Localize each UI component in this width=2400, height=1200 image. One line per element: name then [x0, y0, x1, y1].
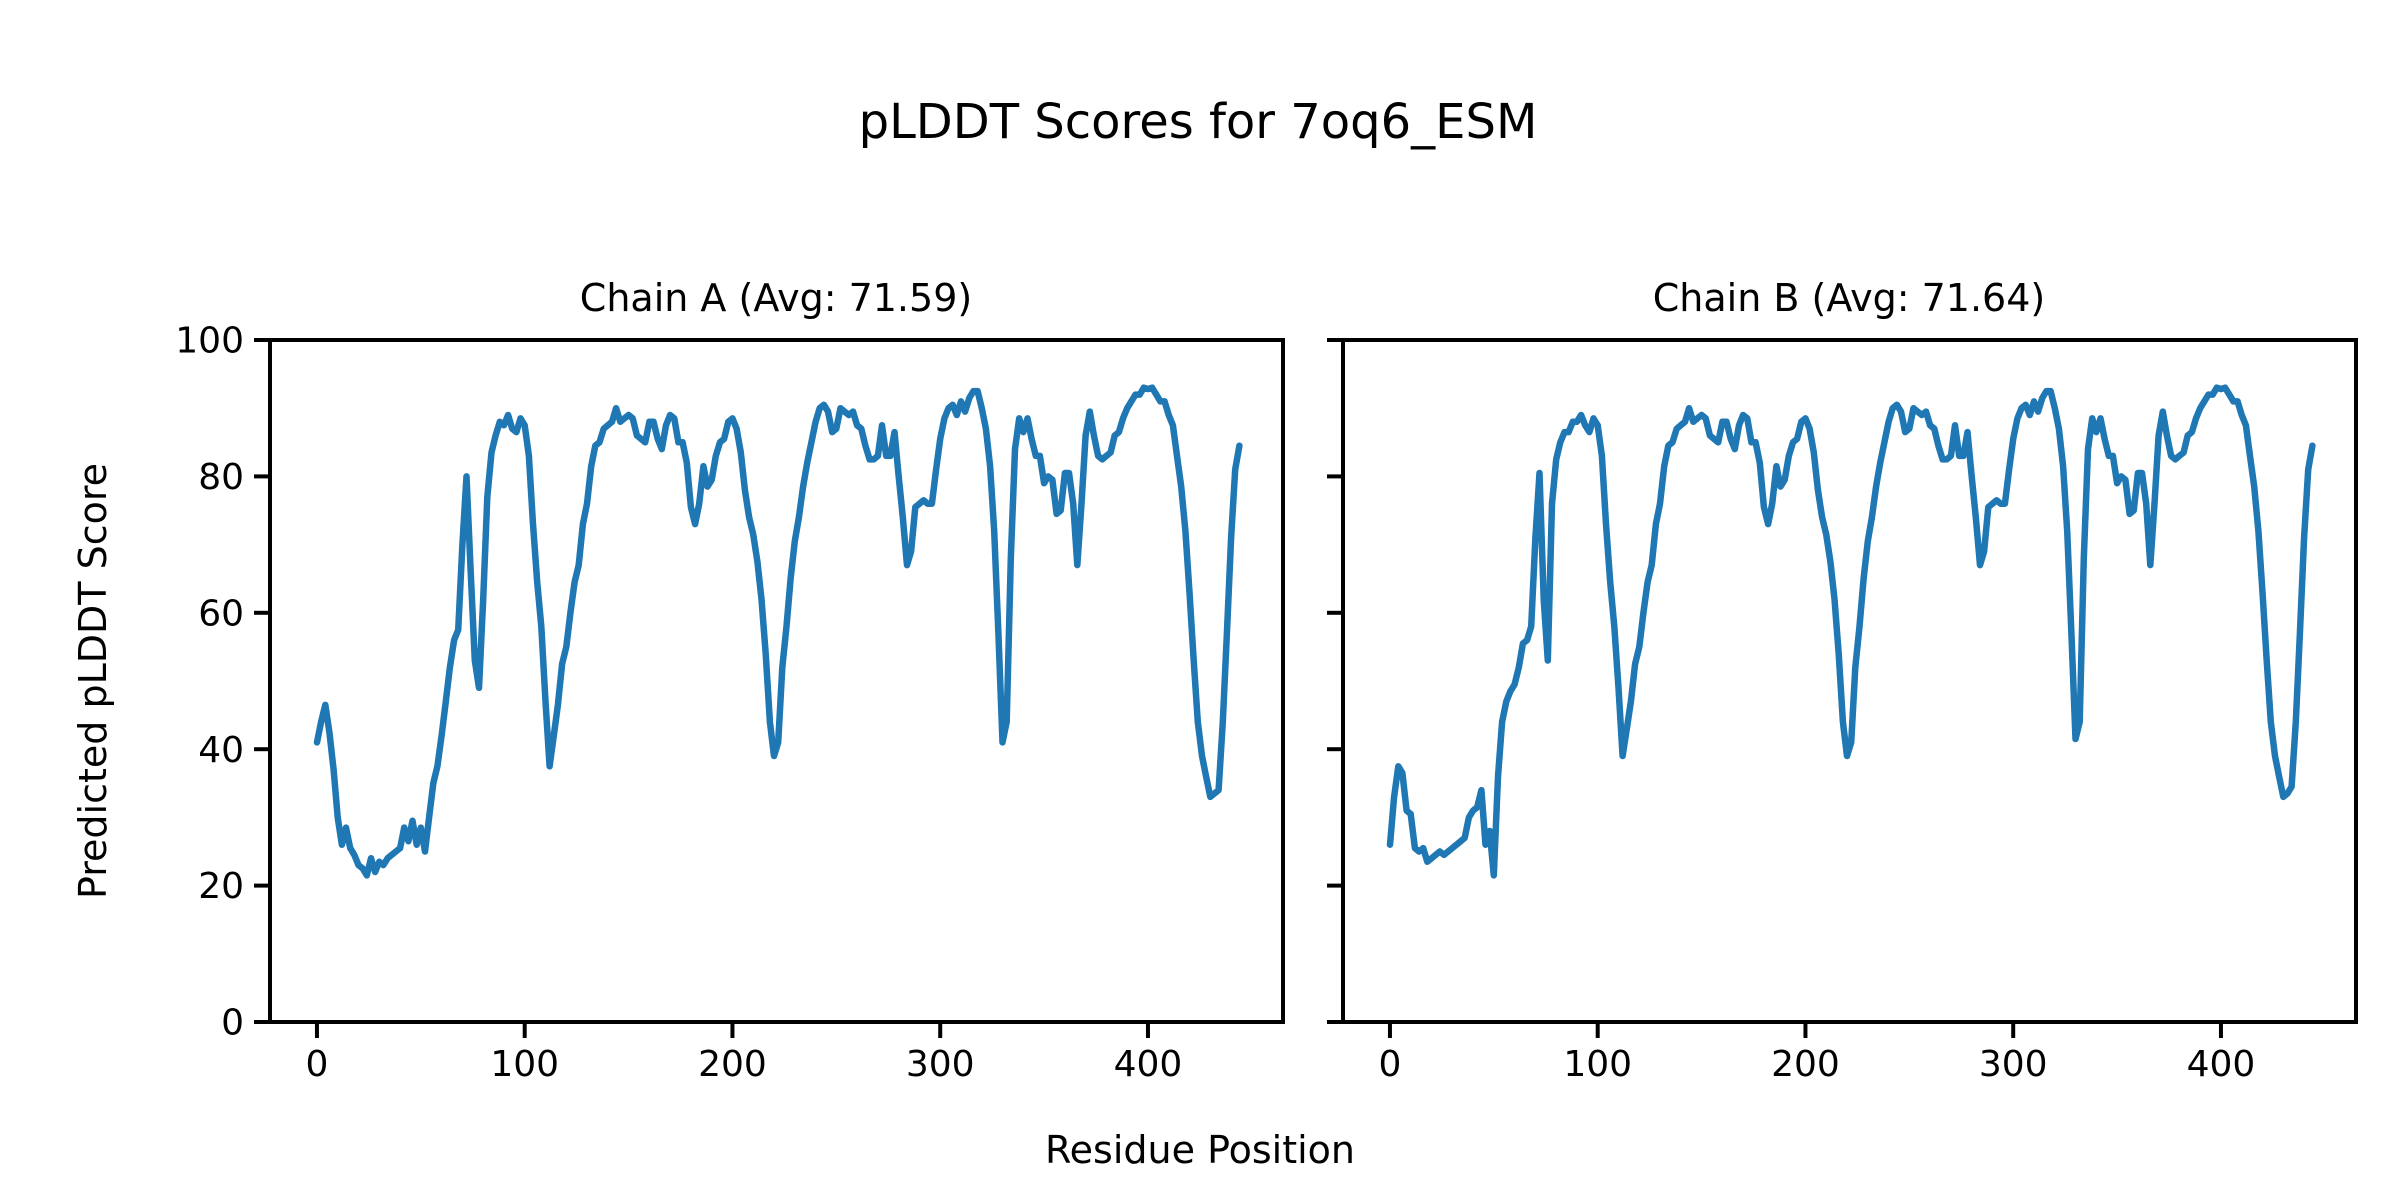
y-tick-label: 20 [198, 866, 244, 907]
x-tick-label: 100 [1563, 1044, 1632, 1085]
y-tick-label: 80 [198, 457, 244, 498]
y-tick-label: 40 [198, 730, 244, 771]
y-axis-label: Predicted pLDDT Score [71, 463, 115, 899]
x-tick-label: 100 [490, 1044, 559, 1085]
x-tick-label: 400 [2187, 1044, 2256, 1085]
plddt-line-chain-b [1386, 384, 2316, 879]
subplot-a-title: Chain A (Avg: 71.59) [580, 276, 972, 320]
y-tick-label: 60 [198, 593, 244, 634]
x-axis-label: Residue Position [1045, 1128, 1355, 1172]
axes-frame [1341, 338, 2358, 1024]
subplot-b-title: Chain B (Avg: 71.64) [1653, 276, 2045, 320]
x-tick-label: 300 [1979, 1044, 2048, 1085]
x-tick-label: 0 [305, 1044, 328, 1085]
x-tick-label: 200 [1771, 1044, 1840, 1085]
x-tick-label: 0 [1378, 1044, 1401, 1085]
y-tick-label: 100 [175, 321, 244, 362]
subplot-chain-b: Chain B (Avg: 71.64) 0 100 200 300 400 [1327, 276, 2358, 1085]
plddt-line-chain-a [313, 384, 1243, 879]
axes-frame [268, 338, 1285, 1024]
x-tick-label: 400 [1114, 1044, 1183, 1085]
x-tick-label: 300 [906, 1044, 975, 1085]
x-tick-label: 200 [698, 1044, 767, 1085]
subplot-chain-a: Chain A (Avg: 71.59) 0 100 200 300 400 0 20 40 6… [175, 276, 1285, 1085]
y-tick-label: 0 [221, 1003, 244, 1044]
figure-title: pLDDT Scores for 7oq6_ESM [859, 94, 1538, 150]
